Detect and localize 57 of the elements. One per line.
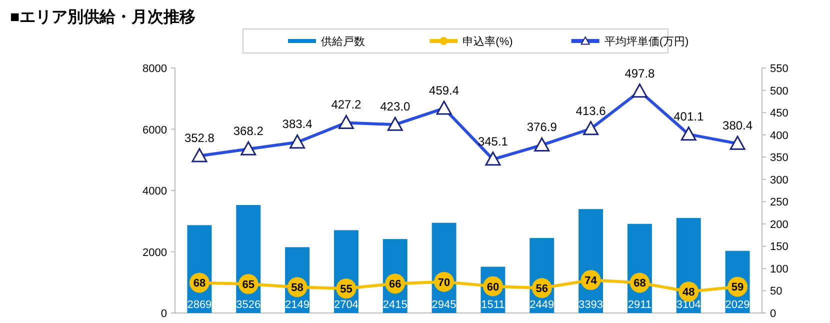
y2-tick-label: 350 xyxy=(770,152,788,164)
legend-label: 申込率(%) xyxy=(462,35,513,48)
text: 383.4 xyxy=(282,117,312,132)
legend-label: 供給戸数 xyxy=(321,36,365,48)
text: 2029 xyxy=(725,299,750,311)
y-tick-label: 4000 xyxy=(142,186,167,198)
text: 2704 xyxy=(334,299,358,311)
text: 376.9 xyxy=(526,120,557,134)
y2-tick-label: 450 xyxy=(770,108,788,120)
y2-tick-label: 550 xyxy=(770,63,788,75)
y2-tick-label: 150 xyxy=(770,241,788,254)
y-tick-label: 6000 xyxy=(142,124,167,136)
text: 56 xyxy=(536,283,548,296)
text: 60 xyxy=(486,281,500,294)
text: 368.2 xyxy=(233,124,264,138)
y-tick-label: 8000 xyxy=(142,63,167,75)
text: 427.2 xyxy=(331,98,362,112)
y2-tick-label: 400 xyxy=(770,130,788,142)
text: 68 xyxy=(634,278,646,290)
text: 3104 xyxy=(676,299,701,311)
y2-tick-label: 300 xyxy=(770,174,788,186)
text: 65 xyxy=(242,279,254,292)
text: 70 xyxy=(438,276,450,289)
y2-tick-label: 250 xyxy=(770,196,788,209)
text: 58 xyxy=(291,282,304,294)
text: 497.8 xyxy=(624,66,655,80)
text: 2449 xyxy=(530,299,554,311)
y2-tick-label: 500 xyxy=(770,85,788,98)
text: 68 xyxy=(193,278,206,290)
y-tick-label: 2000 xyxy=(142,246,167,259)
y2-tick-label: 100 xyxy=(770,263,788,276)
text: 459.4 xyxy=(429,83,460,98)
text: 380.4 xyxy=(722,118,753,133)
text: 48 xyxy=(682,286,695,299)
text: 423.0 xyxy=(380,100,410,114)
text: 352.8 xyxy=(184,130,214,145)
text: 2869 xyxy=(187,299,212,311)
text: 59 xyxy=(731,282,744,294)
text: 401.1 xyxy=(674,109,704,124)
chart-title: ■エリア別供給・月次推移 xyxy=(10,8,196,26)
y2-tick-label: 200 xyxy=(770,218,788,231)
text: 2149 xyxy=(285,299,310,311)
text: 2911 xyxy=(628,299,652,311)
text: 1511 xyxy=(481,299,505,311)
y-tick-label: 0 xyxy=(160,308,167,320)
text: 66 xyxy=(389,278,402,291)
text: 3393 xyxy=(578,299,604,311)
text: 74 xyxy=(584,275,597,288)
text: 3526 xyxy=(236,299,261,311)
text: 2945 xyxy=(432,299,456,311)
text: 55 xyxy=(340,284,352,296)
text: 413.6 xyxy=(576,104,606,118)
y2-tick-label: 50 xyxy=(770,286,782,298)
y2-tick-label: 0 xyxy=(770,308,776,320)
text: 2415 xyxy=(382,299,408,311)
legend-label: 平均坪単価(万円) xyxy=(604,36,689,48)
text: 345.1 xyxy=(478,134,508,148)
